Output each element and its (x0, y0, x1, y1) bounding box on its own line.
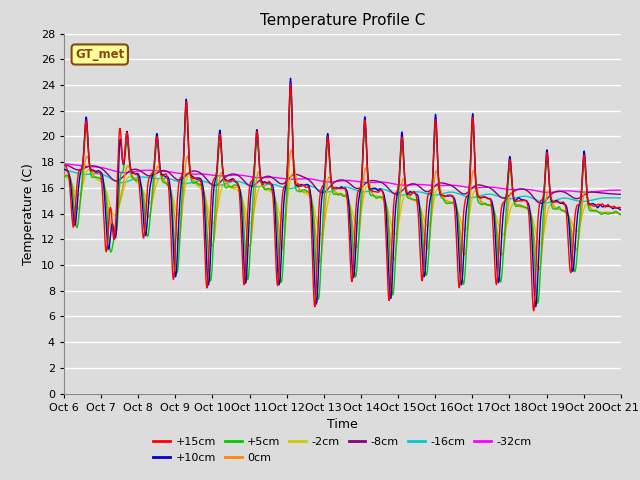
Y-axis label: Temperature (C): Temperature (C) (22, 163, 35, 264)
Legend: +15cm, +10cm, +5cm, 0cm, -2cm, -8cm, -16cm, -32cm: +15cm, +10cm, +5cm, 0cm, -2cm, -8cm, -16… (149, 433, 536, 467)
X-axis label: Time: Time (327, 418, 358, 431)
Text: GT_met: GT_met (75, 48, 124, 61)
Title: Temperature Profile C: Temperature Profile C (260, 13, 425, 28)
